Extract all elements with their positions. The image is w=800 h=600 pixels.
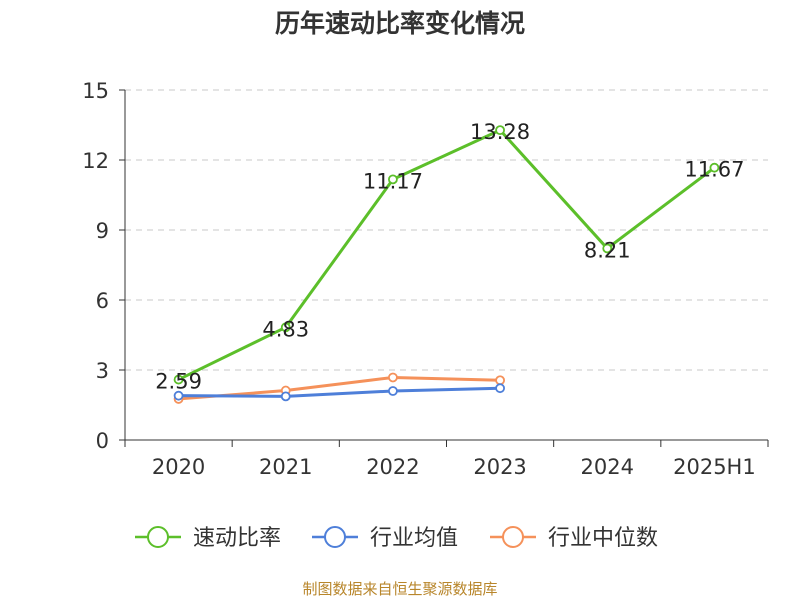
y-tick-label: 6 — [96, 289, 109, 313]
data-label: 8.21 — [584, 238, 631, 262]
data-point — [602, 243, 613, 254]
data-label: 13.28 — [470, 120, 530, 144]
legend-marker — [324, 526, 346, 548]
x-tick-label: 2022 — [366, 455, 419, 479]
x-tick-label: 2021 — [259, 455, 312, 479]
series-1: 2.59 4.83 11.17 13.28 8.21 11.67 — [155, 120, 744, 393]
data-point — [388, 372, 398, 383]
data-label: 11.17 — [363, 169, 423, 193]
x-tick-label: 2024 — [581, 455, 634, 479]
legend-item: 行业中位数 — [490, 526, 658, 551]
legend-item: 行业均值 — [312, 526, 458, 551]
data-label: 2.59 — [155, 370, 202, 394]
data-point — [388, 174, 398, 185]
data-point — [495, 375, 505, 386]
data-point — [709, 162, 720, 173]
legend-label: 速动比率 — [193, 526, 281, 551]
data-point — [495, 383, 505, 394]
y-tick-label: 15 — [82, 79, 109, 103]
x-tick-label: 2023 — [473, 455, 526, 479]
x-tick-label: 2025H1 — [673, 455, 756, 479]
data-label: 11.67 — [684, 158, 744, 182]
y-tick-label: 12 — [82, 149, 109, 173]
y-tick-label: 9 — [96, 219, 109, 243]
data-point — [173, 390, 184, 401]
series-2 — [173, 383, 505, 402]
data-point — [280, 322, 291, 333]
series-line — [177, 128, 716, 381]
legend-item: 速动比率 — [135, 526, 281, 551]
legend-marker — [147, 526, 169, 548]
y-tick-label: 3 — [96, 359, 109, 383]
y-tick-label: 0 — [96, 429, 109, 453]
data-point — [495, 125, 505, 136]
data-point — [173, 374, 184, 385]
legend-label: 行业均值 — [370, 526, 458, 551]
x-tick-label: 2020 — [152, 455, 205, 479]
series-line — [178, 386, 501, 398]
legend-label: 行业中位数 — [548, 526, 658, 551]
data-point — [388, 386, 398, 396]
data-label: 4.83 — [262, 317, 309, 341]
legend-marker — [502, 526, 524, 548]
data-point — [280, 391, 291, 402]
source-note: 制图数据来自恒生聚源数据库 — [302, 580, 498, 598]
chart-title: 历年速动比率变化情况 — [274, 9, 525, 38]
